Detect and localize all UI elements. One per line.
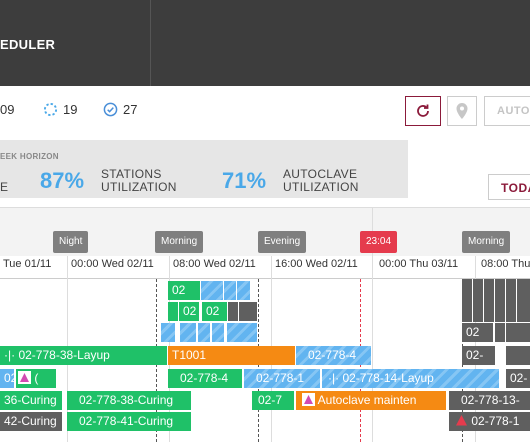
kpi-panel (0, 140, 408, 198)
refresh-icon (417, 104, 429, 117)
stations-label-line1: STATIONS (101, 167, 162, 181)
task-bar-label: 02-778-38-Layup (18, 348, 110, 362)
maintenance-bar[interactable]: Autoclave mainten (296, 391, 446, 410)
task-bar[interactable] (180, 323, 196, 342)
task-bar[interactable] (212, 323, 224, 342)
kpi-left-fragment: E (0, 180, 9, 194)
auto-button-label: AUTO (497, 105, 530, 117)
task-bar[interactable]: 02-778-38-Curing (67, 391, 191, 410)
tick-08-wed: 08:00 Wed 02/11 (173, 258, 256, 270)
warning-triangle-icon (302, 393, 315, 406)
task-bar[interactable] (228, 302, 238, 321)
task-bar[interactable] (462, 279, 472, 322)
shift-night: Night (53, 231, 89, 253)
current-time-marker: 23:04 (360, 231, 398, 253)
task-bar[interactable]: 02-778-4 (296, 346, 371, 365)
kpi-horizon-title: EEK HORIZON (0, 152, 59, 161)
task-bar[interactable]: 02-7 (252, 391, 294, 410)
tick-16-wed: 16:00 Wed 02/11 (275, 258, 358, 270)
task-bar-label: 02-778-14-Layup (342, 371, 434, 385)
split-icon: ·|· (4, 348, 16, 362)
task-bar[interactable]: 36-Curing (0, 391, 62, 410)
status-count-c: 27 (103, 102, 137, 117)
progress-icon (43, 102, 58, 117)
status-count-b-value: 19 (63, 102, 78, 117)
split-icon: ·|· (328, 371, 340, 385)
task-bar[interactable]: 02 (179, 302, 199, 321)
autoclave-utilization-value: 71% (222, 168, 267, 193)
tick-00-thu: 00:00 Thu 03/11 (379, 258, 459, 270)
task-bar[interactable]: 02- (506, 369, 530, 388)
task-bar[interactable]: 02-778-1 (244, 369, 320, 388)
task-bar-label: Autoclave mainten (317, 393, 417, 407)
task-bar-label: 02-778-1 (471, 414, 520, 428)
task-bar[interactable] (237, 281, 250, 300)
autoclave-label-line1: AUTOCLAVE (283, 167, 358, 181)
stations-utilization-value: 87% (40, 168, 85, 193)
shift-morning: Morning (155, 231, 204, 253)
alert-triangle-icon (456, 415, 467, 426)
autoclave-utilization-label: AUTOCLAVE UTILIZATION (283, 168, 359, 194)
stations-label-line2: UTILIZATION (101, 180, 177, 194)
task-bar[interactable]: 02-778-1 (449, 412, 530, 431)
task-bar[interactable] (495, 279, 505, 322)
status-count-a-value: 09 (0, 102, 15, 117)
today-button[interactable]: TODA (488, 174, 530, 200)
grid-line (372, 256, 373, 442)
task-bar[interactable] (473, 279, 483, 322)
task-bar[interactable] (227, 323, 257, 342)
refresh-button[interactable] (405, 96, 441, 126)
task-bar[interactable]: ·|· 02-778-14-Layup (322, 369, 499, 388)
task-bar[interactable]: ( (16, 369, 56, 388)
task-bar[interactable]: 42-Curing (0, 412, 62, 431)
status-count-b: 19 (43, 102, 77, 117)
task-bar[interactable] (168, 302, 178, 321)
location-pin-icon (456, 103, 468, 119)
task-bar[interactable] (506, 323, 530, 342)
task-bar-suffix: ( (31, 371, 39, 385)
location-button[interactable] (447, 96, 477, 126)
shift-evening: Evening (258, 231, 307, 253)
task-bar[interactable] (198, 323, 210, 342)
stations-utilization-label: STATIONS UTILIZATION (101, 168, 177, 194)
tick-08-thu: 08:00 Thu (481, 258, 530, 270)
task-bar[interactable] (495, 323, 505, 342)
task-bar[interactable]: 02 (462, 323, 493, 342)
task-bar[interactable]: 02-778-13- (449, 391, 530, 410)
app-header (0, 0, 530, 86)
task-bar[interactable] (517, 279, 530, 322)
task-bar[interactable]: 02 (202, 302, 227, 321)
check-circle-icon (103, 102, 118, 117)
task-bar[interactable]: 02- (462, 346, 495, 365)
task-bar[interactable]: T1001 (168, 346, 295, 365)
timeline-top-border (0, 207, 530, 208)
task-bar[interactable] (484, 279, 494, 322)
app-title: EDULER (0, 37, 56, 52)
tick-00-wed: 00:00 Wed 02/11 (71, 258, 154, 270)
task-bar[interactable] (161, 323, 175, 342)
autoclave-label-line2: UTILIZATION (283, 180, 359, 194)
task-bar[interactable]: 02- (0, 369, 14, 388)
task-bar[interactable] (239, 302, 257, 321)
auto-button[interactable]: AUTO (484, 96, 530, 126)
task-bar[interactable]: ·|· 02-778-38-Layup (0, 346, 167, 365)
status-count-a: 09 (0, 102, 14, 117)
status-count-c-value: 27 (123, 102, 138, 117)
header-divider (150, 0, 151, 86)
task-bar[interactable] (506, 279, 516, 322)
task-bar[interactable]: 02 (168, 281, 200, 300)
task-bar[interactable] (224, 281, 236, 300)
tick-tue-01-11: Tue 01/11 (3, 258, 52, 270)
task-bar[interactable] (506, 346, 530, 365)
timeline-bottom-border (0, 278, 530, 279)
shift-morning-next: Morning (462, 231, 511, 253)
task-bar[interactable]: 02-778-41-Curing (67, 412, 191, 431)
task-bar[interactable] (201, 281, 223, 300)
task-bar[interactable]: 02-778-4 (168, 369, 242, 388)
warning-triangle-icon (18, 371, 31, 384)
